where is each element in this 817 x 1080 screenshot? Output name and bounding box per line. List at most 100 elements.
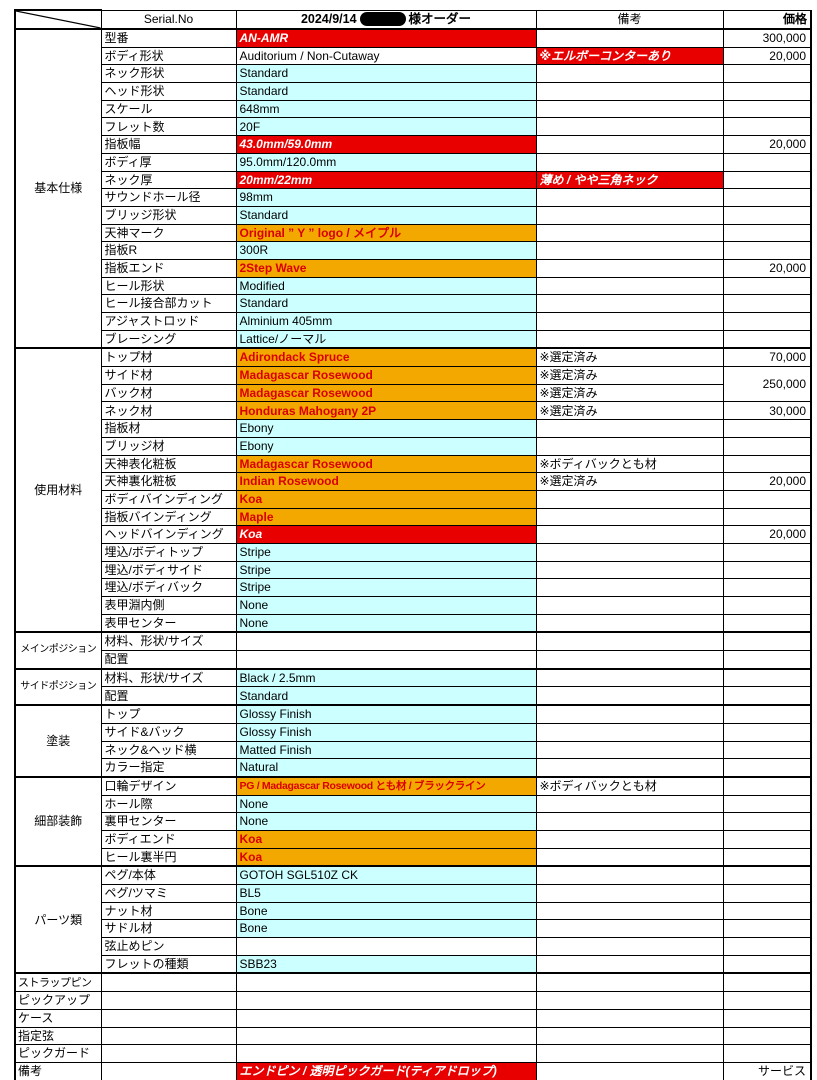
item-label: アジャストロッド (100, 312, 237, 331)
category-cell: 基本仕様 (14, 27, 102, 349)
price-cell (722, 758, 812, 778)
item-label: ホール際 (100, 794, 237, 814)
tail-label: ピックアップ (14, 991, 102, 1010)
value-cell (235, 650, 537, 670)
remark-cell (535, 560, 724, 580)
remark-cell (535, 722, 724, 742)
table-row: 備考 エンドピン / 透明ピックガード(ティアドロップ) サービス (14, 1061, 812, 1080)
price-cell (722, 722, 812, 742)
item-label: ブレーシング (100, 329, 237, 349)
table-row: ブレーシング Lattice/ノーマル (15, 329, 812, 349)
item-label: ペグ/ツマミ (100, 884, 237, 903)
value-cell: Glossy Finish (235, 704, 537, 724)
item-label: サイド&バック (100, 722, 237, 742)
table-row: ヘッドバインディング Koa 20,000 (15, 525, 812, 544)
price-cell (722, 1026, 812, 1046)
item-label: サイド材 (100, 366, 237, 385)
remark-cell: ※選定済み (535, 366, 724, 385)
item-label: 埋込/ボディサイド (100, 560, 237, 580)
order-title-cell: 2024/9/14 様オーダー (235, 9, 537, 30)
remark-cell (535, 972, 724, 993)
price-cell: 250,000 (722, 366, 812, 403)
table-row: フレットの種類 SBB23 (15, 954, 812, 974)
value-cell: Koa (235, 829, 537, 849)
value-cell: エンドピン / 透明ピックガード(ティアドロップ) (235, 1061, 537, 1080)
remark-cell (535, 1061, 724, 1080)
table-row: ネック材 Honduras Mahogany 2P ※選定済み 30,000 (15, 401, 812, 421)
table-row: 天神マーク Original ” Y ” logo / メイプル (15, 223, 812, 243)
item-label: 型番 (100, 27, 237, 48)
item-label: ネック&ヘッド横 (100, 740, 237, 760)
table-row: カラー指定 Natural (15, 758, 812, 778)
price-cell (722, 436, 812, 456)
value-cell: None (235, 812, 537, 831)
remark-cell (535, 329, 724, 349)
value-cell: AN-AMR (235, 27, 537, 48)
remark-cell (535, 436, 724, 456)
value-cell: Modified (235, 276, 537, 296)
item-label: 配置 (100, 686, 237, 706)
price-cell (722, 82, 812, 101)
value-cell: Madagascar Rosewood (235, 454, 537, 474)
item-label: ナット材 (100, 901, 237, 921)
remark-cell (535, 613, 724, 633)
table-row: 指定弦 (14, 1026, 812, 1046)
item-label: 埋込/ボディバック (100, 578, 237, 597)
value-cell: Koa (235, 489, 537, 509)
item-label: ヘッドバインディング (100, 525, 237, 544)
table-row: バック材 Madagascar Rosewood ※選定済み (15, 383, 811, 403)
price-cell (722, 829, 812, 849)
remark-cell: ※ボディバックとも材 (535, 454, 724, 474)
item-label: 天神裏化粧板 (100, 472, 237, 491)
table-row: 天神裏化粧板 Indian Rosewood ※選定済み 20,000 (15, 472, 812, 491)
price-cell (722, 775, 812, 796)
item-label: 指板R (100, 241, 237, 260)
item-label: ペグ/本体 (100, 865, 237, 886)
remark-cell (535, 99, 724, 119)
remark-cell (535, 117, 724, 137)
order-spec-table: Serial.No 2024/9/14 様オーダー 備考 価格 基本仕様 型番 AN-… (14, 9, 812, 1080)
item-label: 材料、形状/サイズ (100, 667, 237, 688)
remark-cell (535, 829, 724, 849)
item-label (100, 972, 237, 993)
table-row: サイドポジション 材料、形状/サイズ Black / 2.5mm (14, 667, 812, 706)
item-label: 指板材 (100, 419, 237, 438)
price-cell (722, 454, 812, 474)
table-row: フレット数 20F (15, 117, 812, 137)
price-cell (722, 740, 812, 760)
remark-cell (535, 276, 724, 296)
item-label: 配置 (100, 650, 237, 670)
order-title-suffix: 様オーダー (408, 12, 472, 26)
value-cell: PG / Madagascar Rosewood とも材 / ブラックライン (235, 775, 537, 796)
price-cell (722, 865, 812, 886)
price-cell (722, 542, 812, 562)
price-cell: 300,000 (722, 27, 812, 48)
category-cell: サイドポジション (14, 667, 102, 706)
table-row: 埋込/ボディサイド Stripe (15, 560, 812, 580)
value-cell: Matted Finish (235, 740, 537, 760)
remark-cell (535, 865, 724, 886)
table-row: スケール 648mm (15, 99, 812, 119)
remark-cell (535, 419, 724, 438)
table-row: ネック厚 20mm/22mm 薄め / やや三角ネック (15, 170, 812, 190)
remark-cell (535, 631, 724, 652)
value-cell: 300R (235, 241, 537, 260)
value-cell: Ebony (235, 436, 537, 456)
price-cell (722, 954, 812, 974)
remark-cell (535, 1026, 724, 1046)
value-cell: GOTOH SGL510Z CK (235, 865, 537, 886)
item-label: ヒール接合部カット (100, 294, 237, 313)
value-cell (235, 972, 537, 993)
item-label (100, 1026, 237, 1046)
value-cell: BL5 (235, 884, 537, 903)
item-label: 口輪デザイン (100, 775, 237, 796)
remark-cell (535, 919, 724, 939)
value-cell: Indian Rosewood (235, 472, 537, 491)
item-label: ブリッジ形状 (100, 205, 237, 225)
item-label: 埋込/ボディトップ (100, 542, 237, 562)
table-row: 配置 Standard (15, 686, 812, 706)
table-row: パーツ類 ペグ/本体 GOTOH SGL510Z CK (14, 865, 812, 974)
value-cell: Glossy Finish (235, 722, 537, 742)
tail-label: ケース (14, 1008, 102, 1028)
value-cell: Alminium 405mm (235, 312, 537, 331)
